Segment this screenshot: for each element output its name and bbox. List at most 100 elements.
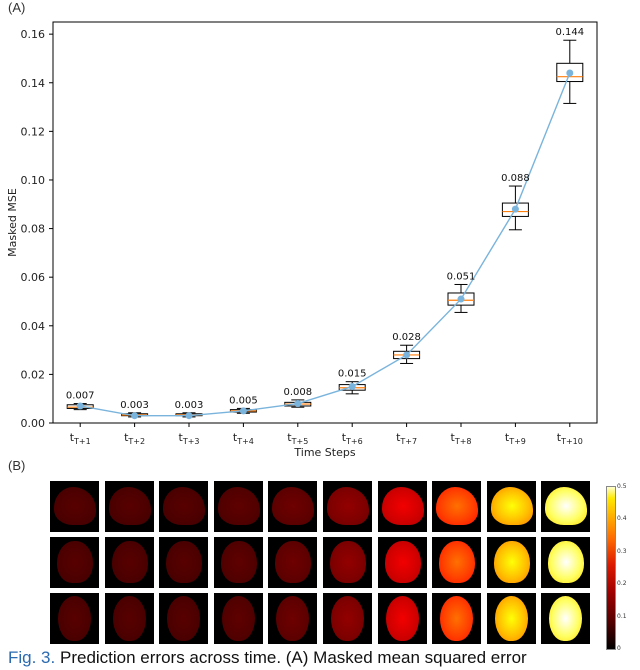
y-tick-label: 0.06 [21,271,46,284]
mean-data-label: 0.003 [175,400,204,411]
plot-frame [52,21,598,424]
figure-caption: Fig. 3. Prediction errors across time. (… [8,648,640,668]
brain-map-axial [541,593,591,644]
colorbar-tick-label: 0 [617,645,621,652]
mean-point [403,351,411,359]
mean-data-label: 0.028 [392,332,421,343]
mean-point [76,402,84,410]
brain-map-coronal [541,537,591,588]
y-tick-label: 0.12 [21,125,46,138]
brain-shape [220,541,257,583]
brain-map-sagittal [159,481,209,532]
brain-shape [490,487,533,525]
brain-shape [436,487,479,525]
brain-map-axial [104,593,154,644]
brain-shape [381,487,424,525]
brain-shape [330,541,366,583]
brain-shape [440,596,474,641]
brain-map-sagittal [432,481,482,532]
brain-map-axial [268,593,318,644]
brain-shape [384,541,421,583]
brain-map-sagittal [50,481,99,532]
mean-data-label: 0.007 [66,391,95,402]
brain-shape [167,596,201,641]
mean-point [511,205,519,213]
mean-data-label: 0.015 [338,369,367,380]
brain-shape [57,541,93,583]
brain-shape [494,596,528,641]
mean-line [80,72,571,417]
brain-map-axial [323,593,372,644]
x-tick-label: tT+3 [178,431,199,446]
mean-data-label: 0.051 [447,271,476,282]
brain-shape [545,487,588,525]
mean-point [457,295,465,303]
y-tick-label: 0.00 [21,417,46,430]
x-tick-label: tT+7 [396,431,417,446]
brain-map-coronal [432,537,482,588]
brain-shape [549,596,583,641]
brain-map-axial [213,593,263,644]
mean-point [131,412,139,420]
brain-shape [166,541,203,583]
colorbar-tick-label: 0.1 [617,612,627,620]
brain-map-coronal [268,537,318,588]
brain-shape [163,487,206,525]
brain-shape [272,487,315,525]
x-tick-label: tT+4 [233,431,254,446]
x-tick-label: tT+6 [342,431,363,446]
brain-map-coronal [159,537,209,588]
brain-map-sagittal [323,481,372,532]
colorbar-tick-label: 0.4 [617,515,627,523]
brain-shape [58,596,91,641]
panel-b-label: (B) [8,458,26,473]
brain-shape [548,541,585,583]
x-tick-label: tT+2 [124,431,145,446]
brain-shape [108,487,151,525]
brain-map-sagittal [104,481,154,532]
brain-shape [221,596,255,641]
y-tick-label: 0.08 [21,223,46,236]
brain-map-axial [50,593,99,644]
y-tick-label: 0.02 [21,368,46,381]
mse-boxplot-chart: 0.00 0.02 0.04 0.06 0.08 0.10 0.12 0.14 0.16 tT+1… [6,21,598,459]
y-axis-label: Masked MSE [6,188,19,257]
mean-data-label: 0.008 [283,387,312,398]
brain-map-sagittal [541,481,591,532]
brain-map-axial [486,593,536,644]
y-tick-label: 0.14 [21,77,46,90]
brain-shape [276,596,310,641]
brain-shape [54,487,96,525]
brain-shape [275,541,312,583]
mean-point [185,412,193,420]
mean-data-label: 0.003 [120,400,149,411]
brain-map-coronal [377,537,427,588]
mean-data-label: 0.144 [555,27,584,38]
x-tick-label: tT+10 [557,431,583,446]
x-tick-label: tT+1 [70,431,91,446]
x-tick-label: tT+8 [450,431,471,446]
mean-point [239,407,247,415]
caption-text: Prediction errors across time. (A) Maske… [59,648,527,667]
panel-a-label: (A) [8,0,26,15]
brain-shape [327,487,369,525]
x-axis-label: Time Steps [293,446,355,459]
brain-shape [112,596,146,641]
x-tick-label: tT+9 [505,431,526,446]
brain-map-axial [159,593,209,644]
brain-map-coronal [104,537,154,588]
brain-map-sagittal [486,481,536,532]
brain-shape [385,596,419,641]
colorbar-tick-label: 0.2 [617,580,627,588]
mean-point [566,69,574,77]
brain-map-coronal [323,537,372,588]
brain-shape [331,596,364,641]
mean-data-label: 0.088 [501,173,530,184]
colorbar [606,486,616,650]
x-tick-label: tT+5 [287,431,308,446]
colorbar-tick-label: 0.3 [617,547,627,555]
brain-map-coronal [486,537,536,588]
mean-data-label: 0.005 [229,395,258,406]
brain-shape [439,541,476,583]
caption-fig-label: Fig. 3. [8,648,56,667]
